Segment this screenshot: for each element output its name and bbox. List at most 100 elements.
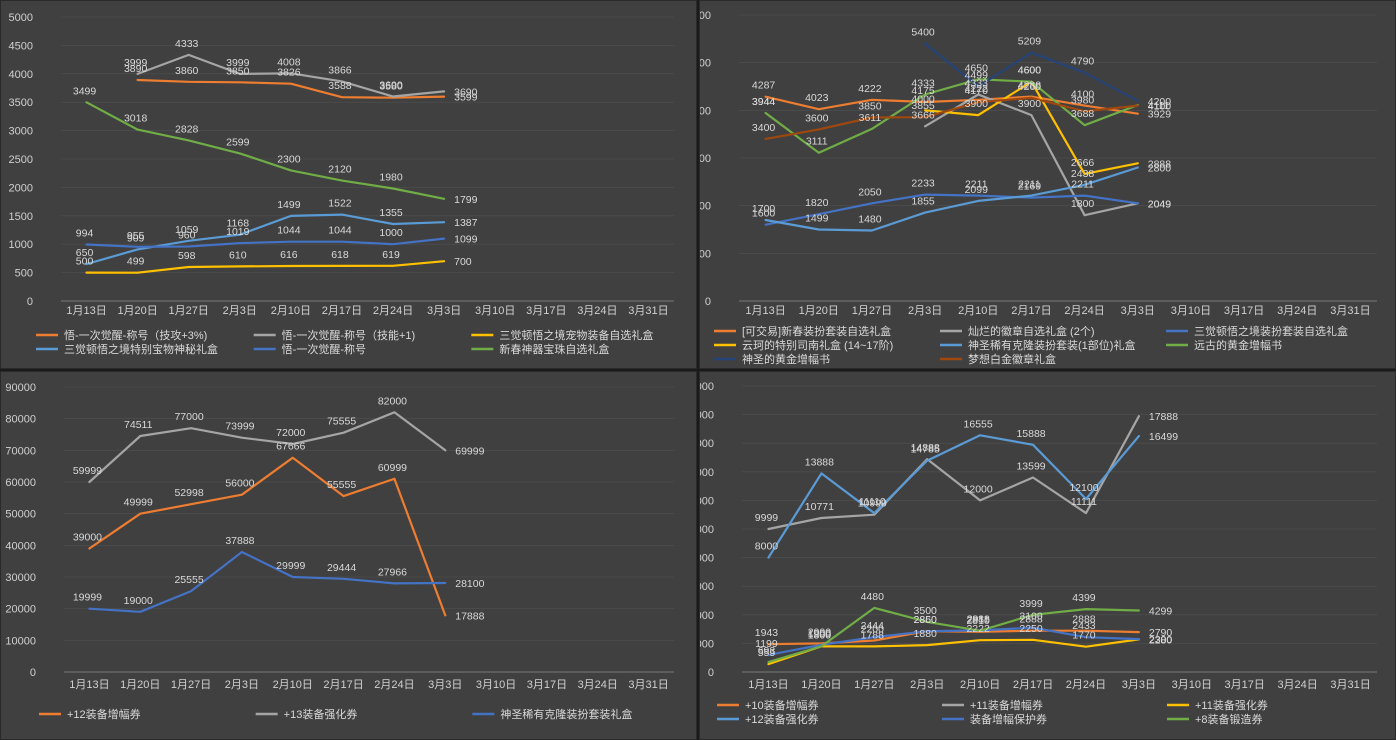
data-label: 1499 (277, 199, 301, 211)
data-label: 955 (127, 230, 145, 242)
legend-item: +13装备强化券 (255, 707, 357, 721)
legend-item: 远古的黄金增幅书 (1166, 338, 1282, 352)
data-label: 1700 (752, 203, 776, 215)
data-label: 2828 (175, 123, 199, 135)
data-label: 17888 (1149, 411, 1178, 423)
data-label: 3588 (328, 80, 352, 92)
y-axis: 0 500 1000 1500 2000 2500 3000 3500 4000 4500 5000 (9, 12, 674, 308)
data-label: 1770 (1072, 630, 1096, 642)
x-tick-label: 2月24日 (1066, 679, 1106, 691)
data-label: 2888 (1072, 614, 1096, 626)
data-label: 2888 (966, 614, 990, 626)
legend-item: 云珂的特别司南礼盒 (14~17阶) (714, 338, 893, 352)
legend-item: 梦想白金徽章礼盒 (940, 352, 1056, 366)
legend-label: +11装备强化券 (1195, 698, 1268, 712)
data-label: 4299 (1149, 606, 1173, 618)
x-tick-label: 3月10日 (475, 305, 515, 317)
y-tick-label: 4500 (9, 40, 33, 52)
data-label: 2888 (1019, 614, 1043, 626)
x-axis: 1月13日 1月20日 1月27日 2月3日 2月10日 2月17日 2月24日 3月3日 3月… (66, 305, 668, 317)
legend-item: +11装备增幅券 (942, 698, 1043, 712)
y-tick-label: 2000 (700, 201, 711, 213)
legend: [可交易]新春装扮套装自选礼盒 灿烂的徽章自选礼盒 (2个) 三觉顿悟之境装扮套装自… (714, 324, 1348, 366)
data-label: 1059 (175, 224, 199, 236)
data-label: 2099 (965, 184, 989, 196)
data-label: 28100 (455, 578, 484, 590)
legend-label: 三觉顿悟之境宠物装备自选礼盒 (499, 328, 653, 342)
data-label: 5209 (1018, 36, 1042, 48)
data-label: 3929 (1148, 109, 1172, 121)
legend-item: 三觉顿悟之境宠物装备自选礼盒 (471, 328, 653, 342)
series-line (136, 78, 446, 99)
y-tick-label: 0 (27, 296, 33, 308)
x-tick-label: 2月24日 (374, 679, 414, 691)
y-tick-label: 14000 (700, 467, 714, 479)
data-label: 1522 (328, 198, 352, 210)
data-label: 4111 (1148, 100, 1170, 112)
data-label: 3890 (124, 63, 148, 75)
data-label: 25555 (174, 574, 203, 586)
legend-label: 远古的黄金增幅书 (1194, 338, 1282, 352)
data-label: 1480 (858, 213, 882, 225)
y-tick-label: 40000 (5, 540, 36, 552)
legend-label: 三觉顿悟之境特别宝物神秘礼盒 (64, 342, 218, 356)
legend-item: 神圣稀有克隆装扮套装礼盒 (472, 707, 632, 721)
series-line (767, 606, 1140, 664)
series-line (88, 456, 447, 617)
y-tick-label: 16000 (700, 438, 714, 450)
data-label: 4288 (1018, 80, 1042, 92)
data-label: 13888 (805, 456, 834, 468)
x-tick-label: 1月27日 (854, 679, 894, 691)
data-label: 1044 (328, 225, 352, 237)
y-tick-label: 10000 (5, 635, 36, 647)
legend-item: 悟-一次觉醒-称号（技攻+3%) (36, 328, 207, 342)
data-label: 3688 (1071, 108, 1095, 120)
data-label: 4100 (1148, 101, 1172, 113)
data-label: 12000 (964, 483, 993, 495)
data-label: 72000 (276, 427, 305, 439)
legend-item: +12装备增幅券 (39, 707, 141, 721)
y-tick-label: 90000 (5, 382, 36, 394)
data-label: 2790 (1149, 627, 1173, 639)
data-label: 4333 (965, 77, 989, 89)
legend-item: 神圣稀有克隆装扮套装(1部位)礼盒 (940, 338, 1135, 352)
data-label: 14785 (911, 444, 940, 456)
legend: +10装备增幅券 +11装备增幅券 +11装备强化券 +12装备强化券 装备增幅保护券 +… (717, 698, 1268, 726)
data-labels: 39000 49999 52998 56000 67666 55555 60999 17888… (73, 395, 485, 622)
x-tick-label: 3月24日 (577, 305, 617, 317)
series-group (85, 53, 446, 274)
y-tick-label: 5000 (700, 58, 711, 70)
data-label: 3600 (379, 80, 403, 92)
y-tick-label: 0 (705, 296, 711, 308)
data-label: 4600 (1018, 65, 1042, 77)
legend-label: 装备增幅保护券 (970, 712, 1047, 726)
data-label: 3690 (454, 86, 478, 98)
x-tick-label: 3月10日 (1171, 305, 1211, 317)
legend-label: 神圣的黄金增幅书 (742, 352, 830, 366)
data-label: 2888 (1148, 158, 1172, 170)
x-tick-label: 3月17日 (1225, 679, 1265, 691)
data-label: 37888 (225, 535, 254, 547)
legend-label: +12装备增幅券 (67, 707, 141, 721)
legend-item: [可交易]新春装扮套装自选礼盒 (714, 324, 891, 338)
data-label: 49999 (124, 497, 153, 509)
y-tick-label: 6000 (700, 10, 711, 22)
y-tick-label: 500 (15, 268, 33, 280)
y-tick-label: 0 (708, 667, 714, 679)
data-label: 1387 (454, 217, 478, 229)
legend-label: 新春神器宝珠自选礼盒 (499, 342, 609, 356)
data-label: 4170 (965, 85, 989, 97)
data-label: 1600 (752, 208, 776, 220)
x-tick-label: 1月20日 (117, 305, 157, 317)
data-label: 618 (331, 249, 349, 261)
x-tick-label: 3月3日 (428, 679, 462, 691)
data-label: 1880 (914, 628, 938, 640)
x-tick-label: 3月10日 (1172, 679, 1212, 691)
x-tick-label: 2月17日 (322, 305, 362, 317)
data-label: 67666 (276, 441, 305, 453)
series-line (924, 93, 1139, 217)
data-label: 650 (76, 247, 94, 259)
legend-item: 灿烂的徽章自选礼盒 (2个) (940, 324, 1095, 338)
y-tick-label: 10000 (700, 524, 714, 536)
legend-label: +12装备强化券 (745, 712, 819, 726)
